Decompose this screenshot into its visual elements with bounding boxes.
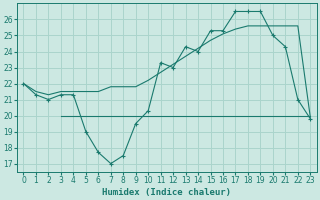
X-axis label: Humidex (Indice chaleur): Humidex (Indice chaleur) — [102, 188, 231, 197]
